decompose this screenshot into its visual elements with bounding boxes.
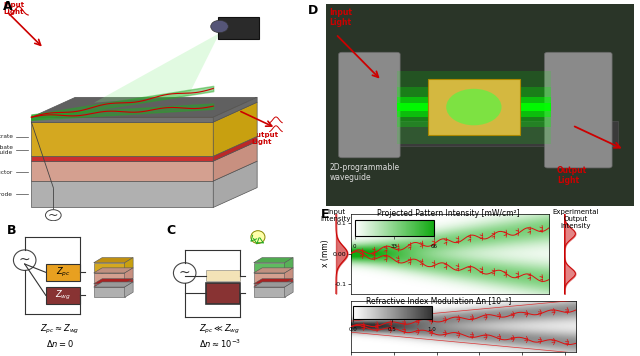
FancyBboxPatch shape <box>397 97 550 117</box>
Circle shape <box>45 210 61 221</box>
Text: $Z_{pc} \ll Z_{wg}$: $Z_{pc} \ll Z_{wg}$ <box>199 323 241 336</box>
Polygon shape <box>94 33 220 103</box>
Polygon shape <box>31 117 213 122</box>
Text: Input
Light: Input Light <box>3 2 24 15</box>
Polygon shape <box>93 282 133 287</box>
Polygon shape <box>93 258 133 263</box>
Polygon shape <box>93 263 125 273</box>
Circle shape <box>13 250 36 271</box>
Polygon shape <box>253 284 285 287</box>
FancyBboxPatch shape <box>339 52 400 158</box>
Polygon shape <box>31 141 257 161</box>
Text: 2D-programmable
waveguide: 2D-programmable waveguide <box>330 163 399 182</box>
Polygon shape <box>31 161 213 181</box>
Text: ~: ~ <box>19 253 31 267</box>
Polygon shape <box>285 258 293 273</box>
Text: $\Delta n \approx 10^{-3}$: $\Delta n \approx 10^{-3}$ <box>199 337 241 350</box>
Polygon shape <box>93 268 133 273</box>
FancyBboxPatch shape <box>46 287 79 304</box>
Polygon shape <box>253 279 293 284</box>
Polygon shape <box>213 161 257 208</box>
Polygon shape <box>253 258 293 263</box>
Text: ~: ~ <box>48 209 59 222</box>
Text: Input
Light: Input Light <box>330 7 353 27</box>
FancyBboxPatch shape <box>397 87 550 127</box>
Text: Electrode: Electrode <box>0 192 13 197</box>
FancyBboxPatch shape <box>326 4 634 206</box>
Polygon shape <box>253 282 293 287</box>
Polygon shape <box>253 263 285 273</box>
Polygon shape <box>125 279 133 287</box>
Polygon shape <box>31 156 213 161</box>
Polygon shape <box>213 102 257 156</box>
Polygon shape <box>253 287 285 297</box>
Polygon shape <box>125 268 133 283</box>
Polygon shape <box>213 141 257 181</box>
Polygon shape <box>213 97 257 122</box>
Polygon shape <box>285 279 293 287</box>
Text: Photoconductor: Photoconductor <box>0 170 13 175</box>
Circle shape <box>446 89 502 125</box>
Text: Experimental
Output
Intensity: Experimental Output Intensity <box>553 209 599 229</box>
Polygon shape <box>31 102 257 122</box>
Polygon shape <box>125 282 133 297</box>
Polygon shape <box>93 279 133 284</box>
FancyBboxPatch shape <box>397 103 550 111</box>
Polygon shape <box>125 258 133 273</box>
Text: $Z_{pc} \approx Z_{wg}$: $Z_{pc} \approx Z_{wg}$ <box>40 323 79 336</box>
Polygon shape <box>285 282 293 297</box>
Text: C: C <box>166 224 175 237</box>
Text: Projected Pattern Intensity [mW/cm²]: Projected Pattern Intensity [mW/cm²] <box>377 209 519 218</box>
Text: $E_{wg}$: $E_{wg}$ <box>268 277 281 289</box>
Polygon shape <box>253 273 285 283</box>
Circle shape <box>173 263 196 283</box>
Text: Refractive Index Modulation Δn [10⁻³]: Refractive Index Modulation Δn [10⁻³] <box>366 296 511 305</box>
Text: $Z_{wg}$: $Z_{wg}$ <box>55 289 72 302</box>
FancyBboxPatch shape <box>397 70 550 143</box>
FancyBboxPatch shape <box>428 79 520 136</box>
Polygon shape <box>253 268 293 273</box>
Text: B: B <box>6 224 16 237</box>
Text: Output
Light: Output Light <box>557 166 587 185</box>
Polygon shape <box>93 284 125 287</box>
Polygon shape <box>31 161 257 181</box>
Text: Silicon substrate: Silicon substrate <box>0 134 13 139</box>
Text: Output
Light: Output Light <box>251 132 279 146</box>
FancyBboxPatch shape <box>545 52 612 168</box>
Circle shape <box>251 231 265 244</box>
Text: $E_{pc}$: $E_{pc}$ <box>108 268 120 280</box>
Polygon shape <box>285 268 293 283</box>
Text: ~: ~ <box>179 266 191 280</box>
Text: Input
Intensity: Input Intensity <box>321 209 351 222</box>
Text: E: E <box>321 208 330 221</box>
FancyBboxPatch shape <box>342 121 618 146</box>
FancyBboxPatch shape <box>206 271 239 281</box>
Text: D: D <box>308 4 318 17</box>
FancyBboxPatch shape <box>46 264 79 281</box>
Text: $E_{wg}$: $E_{wg}$ <box>108 278 121 290</box>
Polygon shape <box>31 181 213 208</box>
Polygon shape <box>93 287 125 297</box>
Circle shape <box>211 20 228 33</box>
Text: Lithium niobate
waveguide: Lithium niobate waveguide <box>0 145 13 156</box>
Polygon shape <box>31 97 257 117</box>
Polygon shape <box>31 122 213 156</box>
Text: $\Delta n = 0$: $\Delta n = 0$ <box>46 338 74 349</box>
Text: $Z_{pc}$: $Z_{pc}$ <box>56 266 71 279</box>
Polygon shape <box>93 273 125 283</box>
Polygon shape <box>31 136 257 156</box>
Polygon shape <box>213 136 257 161</box>
FancyBboxPatch shape <box>206 283 239 304</box>
FancyBboxPatch shape <box>218 16 259 38</box>
Text: A: A <box>3 0 13 13</box>
Y-axis label: x (mm): x (mm) <box>321 240 330 267</box>
